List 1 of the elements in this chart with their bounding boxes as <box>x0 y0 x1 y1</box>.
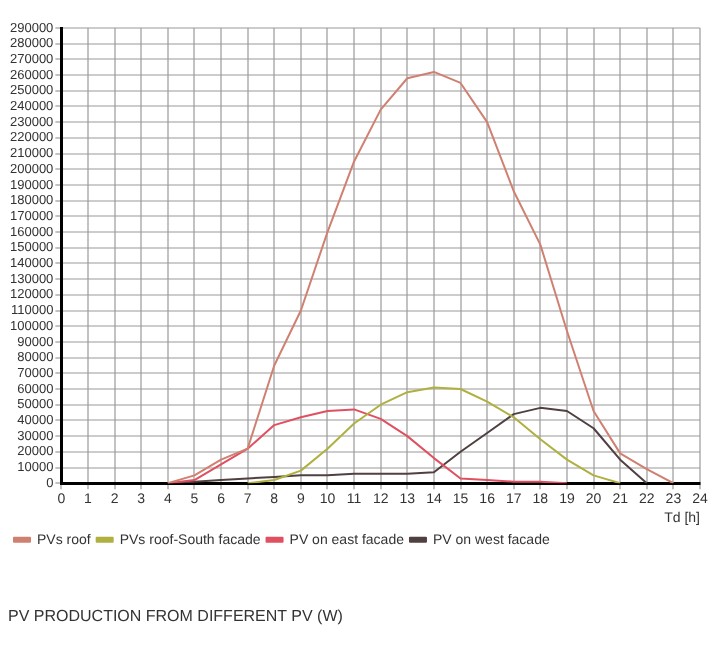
text: PV PRODUCTION FROM DIFFERENT PV (W) <box>8 606 344 625</box>
